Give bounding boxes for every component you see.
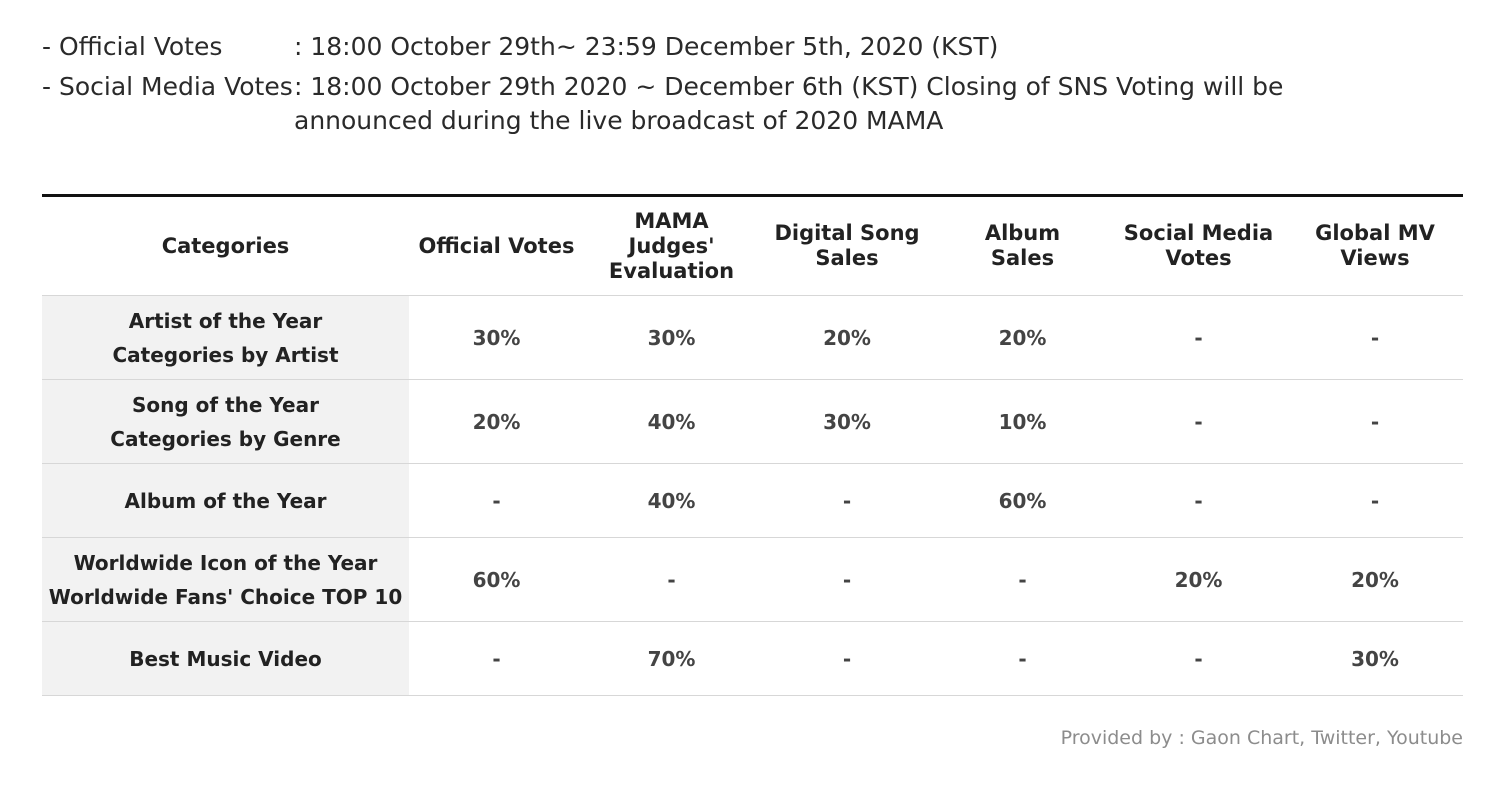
social-media-votes-row: - Social Media Votes : 18:00 October 29t… [42, 70, 1462, 138]
category-line: Album of the Year [124, 488, 327, 513]
header-judges-evaluation: MAMA Judges' Evaluation [584, 195, 759, 296]
digital-song-sales-cell: - [759, 621, 935, 696]
header-global-mv-views: Global MV Views [1287, 195, 1463, 296]
criteria-table-container: Categories Official Votes MAMA Judges' E… [42, 194, 1463, 696]
global-mv-views-cell: 30% [1287, 621, 1463, 696]
header-album-sales: Album Sales [935, 195, 1110, 296]
album-sales-cell: 60% [935, 463, 1110, 538]
official-votes-period: : 18:00 October 29th~ 23:59 December 5th… [294, 32, 999, 61]
category-cell: Album of the Year [42, 463, 409, 538]
social-media-votes-cell: - [1110, 379, 1287, 464]
judges-evaluation-cell: - [584, 537, 759, 622]
official-votes-cell: - [409, 621, 584, 696]
global-mv-views-cell: - [1287, 295, 1463, 380]
header-digital-line1: Digital Song [774, 221, 920, 245]
social-media-votes-cell: - [1110, 295, 1287, 380]
official-votes-cell: 60% [409, 537, 584, 622]
table-row: Worldwide Icon of the Year Worldwide Fan… [42, 537, 1463, 622]
header-social-line1: Social Media [1123, 221, 1274, 245]
category-cell: Best Music Video [42, 621, 409, 696]
social-media-votes-label: - Social Media Votes [42, 72, 293, 101]
source-credit: Provided by : Gaon Chart, Twitter, Youtu… [1060, 727, 1463, 749]
header-judges-line1: MAMA Judges' [628, 208, 715, 258]
table-row: Song of the Year Categories by Genre 20%… [42, 379, 1463, 464]
official-votes-cell: 20% [409, 379, 584, 464]
table-header-row: Categories Official Votes MAMA Judges' E… [42, 195, 1463, 296]
category-line: Song of the Year [132, 392, 319, 417]
digital-song-sales-cell: 20% [759, 295, 935, 380]
category-line: Worldwide Fans' Choice TOP 10 [48, 584, 403, 609]
album-sales-cell: 20% [935, 295, 1110, 380]
social-media-votes-cell: - [1110, 463, 1287, 538]
category-line: Categories by Artist [112, 342, 339, 367]
table-row: Artist of the Year Categories by Artist … [42, 295, 1463, 380]
global-mv-views-cell: - [1287, 379, 1463, 464]
voting-schedule: - Official Votes : 18:00 October 29th~ 2… [42, 30, 1462, 144]
judges-evaluation-cell: 40% [584, 463, 759, 538]
category-line: Artist of the Year [128, 308, 323, 333]
header-album-line2: Sales [990, 246, 1055, 270]
header-social-line2: Votes [1165, 246, 1232, 270]
category-line: Best Music Video [129, 646, 322, 671]
header-judges-line2: Evaluation [608, 258, 735, 283]
judges-evaluation-cell: 70% [584, 621, 759, 696]
category-cell: Worldwide Icon of the Year Worldwide Fan… [42, 537, 409, 622]
header-official-votes: Official Votes [409, 195, 584, 296]
judges-evaluation-cell: 40% [584, 379, 759, 464]
category-cell: Song of the Year Categories by Genre [42, 379, 409, 464]
table-row: Album of the Year - 40% - 60% - - [42, 463, 1463, 538]
header-digital-line2: Sales [815, 246, 879, 270]
social-media-votes-cell: 20% [1110, 537, 1287, 622]
official-votes-cell: 30% [409, 295, 584, 380]
album-sales-cell: - [935, 621, 1110, 696]
album-sales-cell: 10% [935, 379, 1110, 464]
header-social-media-votes: Social Media Votes [1110, 195, 1287, 296]
table-row: Best Music Video - 70% - - - 30% [42, 621, 1463, 696]
category-line: Worldwide Icon of the Year [73, 550, 378, 575]
header-album-line1: Album [984, 221, 1061, 245]
official-votes-cell: - [409, 463, 584, 538]
digital-song-sales-cell: - [759, 463, 935, 538]
header-digital-song-sales: Digital Song Sales [759, 195, 935, 296]
social-media-votes-period: : 18:00 October 29th 2020 ~ December 6th… [294, 72, 1284, 135]
judges-evaluation-cell: 30% [584, 295, 759, 380]
global-mv-views-cell: 20% [1287, 537, 1463, 622]
digital-song-sales-cell: 30% [759, 379, 935, 464]
global-mv-views-cell: - [1287, 463, 1463, 538]
digital-song-sales-cell: - [759, 537, 935, 622]
album-sales-cell: - [935, 537, 1110, 622]
official-votes-row: - Official Votes : 18:00 October 29th~ 2… [42, 30, 1462, 64]
category-line: Categories by Genre [110, 426, 341, 451]
criteria-table: Categories Official Votes MAMA Judges' E… [42, 194, 1463, 696]
header-categories: Categories [42, 195, 409, 296]
official-votes-label: - Official Votes [42, 32, 223, 61]
social-media-votes-cell: - [1110, 621, 1287, 696]
category-cell: Artist of the Year Categories by Artist [42, 295, 409, 380]
